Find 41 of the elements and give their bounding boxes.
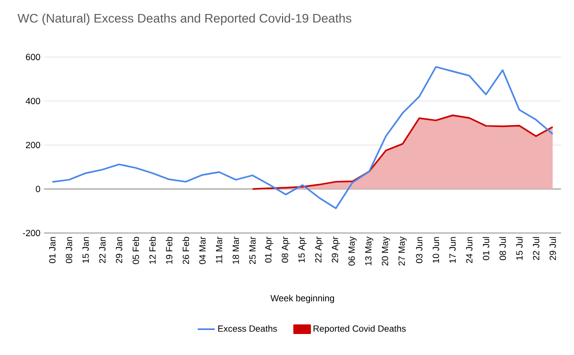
chart-title: WC (Natural) Excess Deaths and Reported Covid-19 Deaths bbox=[18, 14, 352, 26]
x-tick-label: 22 Jan bbox=[99, 237, 106, 263]
legend-label: Reported Covid Deaths bbox=[314, 325, 406, 334]
x-tick-label: 15 Apr bbox=[298, 236, 307, 262]
y-tick-label: 400 bbox=[26, 98, 40, 104]
y-tick-label: -200 bbox=[22, 230, 40, 236]
x-tick-label: 08 Apr bbox=[282, 236, 290, 263]
y-tick-label: 0 bbox=[36, 186, 40, 192]
x-tick-label: 08 Jul bbox=[499, 237, 506, 260]
x-tick-label: 25 Mar bbox=[249, 236, 256, 264]
x-tick-label: 12 Feb bbox=[149, 236, 156, 264]
x-tick-label: 22 Apr bbox=[315, 236, 324, 262]
x-tick-label: 08 Jan bbox=[66, 237, 72, 264]
x-tick-label: 01 Apr bbox=[265, 236, 274, 263]
x-tick-label: 18 Mar bbox=[232, 236, 239, 264]
x-tick-label: 29 Apr bbox=[332, 236, 340, 262]
x-tick-label: 10 Jun bbox=[432, 237, 440, 263]
x-tick-label: 01 Jul bbox=[482, 237, 490, 260]
x-tick-label: 17 Jun bbox=[449, 237, 456, 263]
x-tick-label: 20 May bbox=[382, 236, 390, 266]
x-tick-label: 15 Jan bbox=[82, 237, 89, 263]
x-tick-label: 19 Feb bbox=[166, 236, 172, 264]
x-tick-label: 13 May bbox=[365, 236, 374, 266]
x-tick-label: 01 Jan bbox=[49, 237, 56, 264]
x-tick-label: 24 Jun bbox=[466, 237, 472, 263]
x-axis-title: Week beginning bbox=[270, 294, 334, 304]
x-tick-label: 15 Jul bbox=[516, 237, 523, 260]
x-tick-label: 05 Feb bbox=[132, 236, 140, 264]
x-tick-label: 11 Mar bbox=[216, 236, 222, 264]
legend-label: Excess Deaths bbox=[218, 325, 277, 332]
x-tick-label: 26 Feb bbox=[182, 236, 190, 264]
x-tick-label: 27 May bbox=[398, 236, 407, 266]
x-tick-label: 03 Jun bbox=[416, 237, 422, 264]
x-tick-label: 29 Jan bbox=[116, 237, 122, 263]
y-tick-label: 600 bbox=[26, 54, 40, 60]
x-tick-label: 29 Jul bbox=[549, 237, 556, 260]
line-series bbox=[52, 66, 554, 210]
y-tick-label: 200 bbox=[26, 142, 40, 148]
x-tick-label: 04 Mar bbox=[199, 236, 206, 264]
x-tick-label: 06 May bbox=[348, 236, 357, 266]
x-tick-label: 22 Jul bbox=[532, 237, 540, 260]
